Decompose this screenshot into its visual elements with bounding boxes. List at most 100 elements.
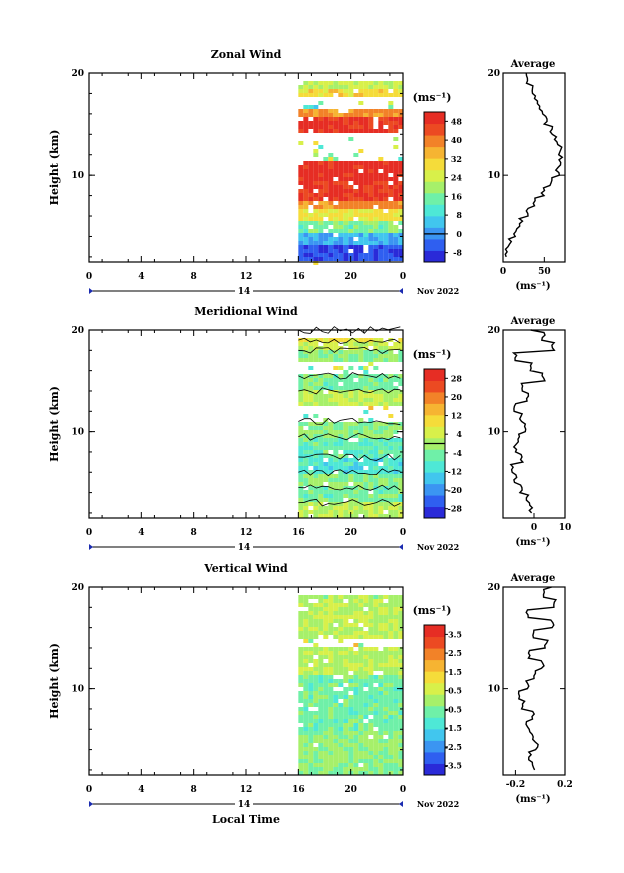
heatmap-cell <box>303 382 309 386</box>
zero-contour-line <box>298 346 401 354</box>
heatmap-cell <box>333 205 339 209</box>
heatmap-cell <box>368 771 374 775</box>
heatmap-cell <box>303 647 309 651</box>
heatmap-cell <box>398 253 404 257</box>
heatmap-cell <box>393 494 399 498</box>
heatmap-cell <box>343 422 349 426</box>
heatmap-cell <box>343 691 349 695</box>
heatmap-cell <box>383 647 389 651</box>
heatmap-cell <box>363 378 369 382</box>
heatmap-cell <box>393 85 399 89</box>
heatmap-cell <box>323 109 329 113</box>
heatmap-cell <box>338 221 344 225</box>
heatmap-cell <box>368 362 374 366</box>
colorbar-label: 1.5 <box>448 667 462 677</box>
heatmap-cell <box>378 450 384 454</box>
heatmap-cell <box>368 217 374 221</box>
heatmap-cell <box>393 651 399 655</box>
heatmap-cell <box>318 695 324 699</box>
heatmap-cell <box>298 747 304 751</box>
heatmap-cell <box>298 181 304 185</box>
heatmap-cell <box>308 751 314 755</box>
heatmap-cell <box>388 631 394 635</box>
heatmap-cell <box>318 253 324 257</box>
heatmap-cell <box>353 663 359 667</box>
heatmap-cell <box>323 619 329 623</box>
heatmap-cell <box>338 514 344 518</box>
x-tick-label: 0 <box>86 785 92 795</box>
heatmap-cell <box>353 85 359 89</box>
heatmap-cell <box>298 719 304 723</box>
heatmap-cell <box>328 498 334 502</box>
heatmap-cell <box>383 771 389 775</box>
heatmap-cell <box>343 197 349 201</box>
heatmap-cell <box>378 595 384 599</box>
heatmap-cell <box>378 233 384 237</box>
heatmap-cell <box>353 691 359 695</box>
heatmap-cell <box>358 354 364 358</box>
heatmap-cell <box>358 711 364 715</box>
heatmap-cell <box>348 735 354 739</box>
heatmap-cell <box>318 201 324 205</box>
profile-line <box>509 329 556 514</box>
heatmap-cell <box>388 498 394 502</box>
heatmap-cell <box>323 767 329 771</box>
heatmap-cell <box>378 189 384 193</box>
heatmap-cell <box>343 241 349 245</box>
heatmap-cell <box>358 450 364 454</box>
heatmap-cell <box>353 197 359 201</box>
colorbar-swatch <box>424 250 445 263</box>
heatmap-cell <box>338 510 344 514</box>
heatmap-cell <box>348 707 354 711</box>
heatmap-cell <box>378 113 384 117</box>
heatmap-cell <box>308 739 314 743</box>
heatmap-cell <box>308 607 314 611</box>
heatmap-cell <box>308 394 314 398</box>
heatmap-cell <box>398 619 404 623</box>
heatmap-cell <box>353 253 359 257</box>
heatmap-cell <box>363 402 369 406</box>
day-line-arrow <box>399 801 403 807</box>
heatmap-cell <box>318 169 324 173</box>
heatmap-cell <box>343 667 349 671</box>
heatmap-cell <box>363 478 369 482</box>
heatmap-cell <box>363 659 369 663</box>
heatmap-cell <box>323 683 329 687</box>
heatmap-cell <box>318 438 324 442</box>
heatmap-cell <box>348 366 354 370</box>
heatmap-cell <box>393 599 399 603</box>
heatmap-cell <box>383 470 389 474</box>
heatmap-cell <box>348 490 354 494</box>
heatmap-cell <box>328 197 334 201</box>
heatmap-cell <box>353 454 359 458</box>
heatmap-cell <box>318 109 324 113</box>
heatmap-cell <box>303 687 309 691</box>
heatmap-cell <box>378 93 384 97</box>
heatmap-cell <box>353 121 359 125</box>
y-tick-label: 20 <box>71 69 84 79</box>
heatmap-cell <box>368 93 374 97</box>
heatmap-cell <box>328 241 334 245</box>
heatmap-cell <box>368 611 374 615</box>
heatmap-cell <box>348 723 354 727</box>
heatmap-cell <box>333 510 339 514</box>
heatmap-cell <box>363 398 369 402</box>
heatmap-cell <box>303 595 309 599</box>
heatmap-cell <box>318 735 324 739</box>
heatmap-cell <box>358 197 364 201</box>
heatmap-cell <box>323 599 329 603</box>
heatmap-cell <box>298 683 304 687</box>
heatmap-cell <box>298 109 304 113</box>
heatmap-cell <box>343 378 349 382</box>
heatmap-cell <box>328 193 334 197</box>
heatmap-cell <box>338 719 344 723</box>
heatmap-cell <box>328 482 334 486</box>
heatmap-cell <box>303 213 309 217</box>
heatmap-cell <box>383 615 389 619</box>
heatmap-cell <box>333 671 339 675</box>
heatmap-cell <box>333 394 339 398</box>
heatmap-cell <box>303 193 309 197</box>
heatmap-cell <box>333 458 339 462</box>
heatmap-cell <box>373 338 379 342</box>
heatmap-cell <box>353 711 359 715</box>
